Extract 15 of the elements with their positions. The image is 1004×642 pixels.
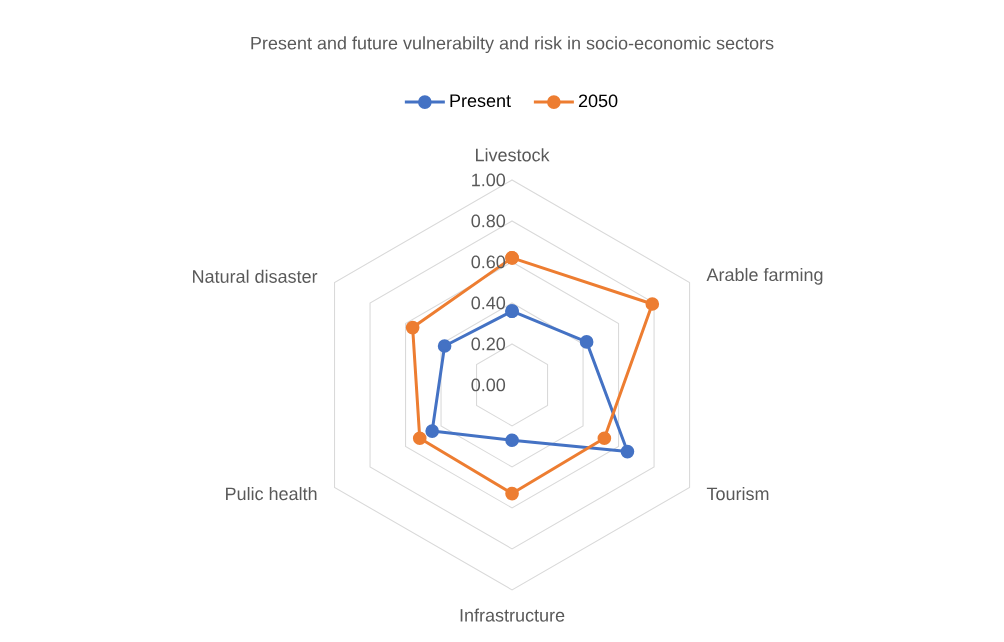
y-tick-label: 0.40 <box>471 296 506 310</box>
spoke-label: Pulic health <box>226 486 317 501</box>
y-tick-label: 0.80 <box>471 214 506 228</box>
spoke-label: Arable farming <box>706 267 823 285</box>
y-tick-label: 1.00 <box>472 173 506 187</box>
legend-label: Present <box>450 94 511 108</box>
spoke-label: Tourism <box>706 486 769 501</box>
spoke-label: Natural disaster <box>193 269 318 283</box>
chart-title: Present and future vulnerabilty and risk in socio-economic sectors <box>251 36 774 54</box>
spoke-label: Livestock <box>476 148 550 162</box>
spoke-label: Infrastructure <box>460 608 565 622</box>
legend-label: 2050 <box>578 94 618 108</box>
y-tick-label: 0.20 <box>471 337 506 351</box>
y-tick-label: 0.00 <box>471 378 506 392</box>
y-tick-label: 0.60 <box>471 255 506 269</box>
